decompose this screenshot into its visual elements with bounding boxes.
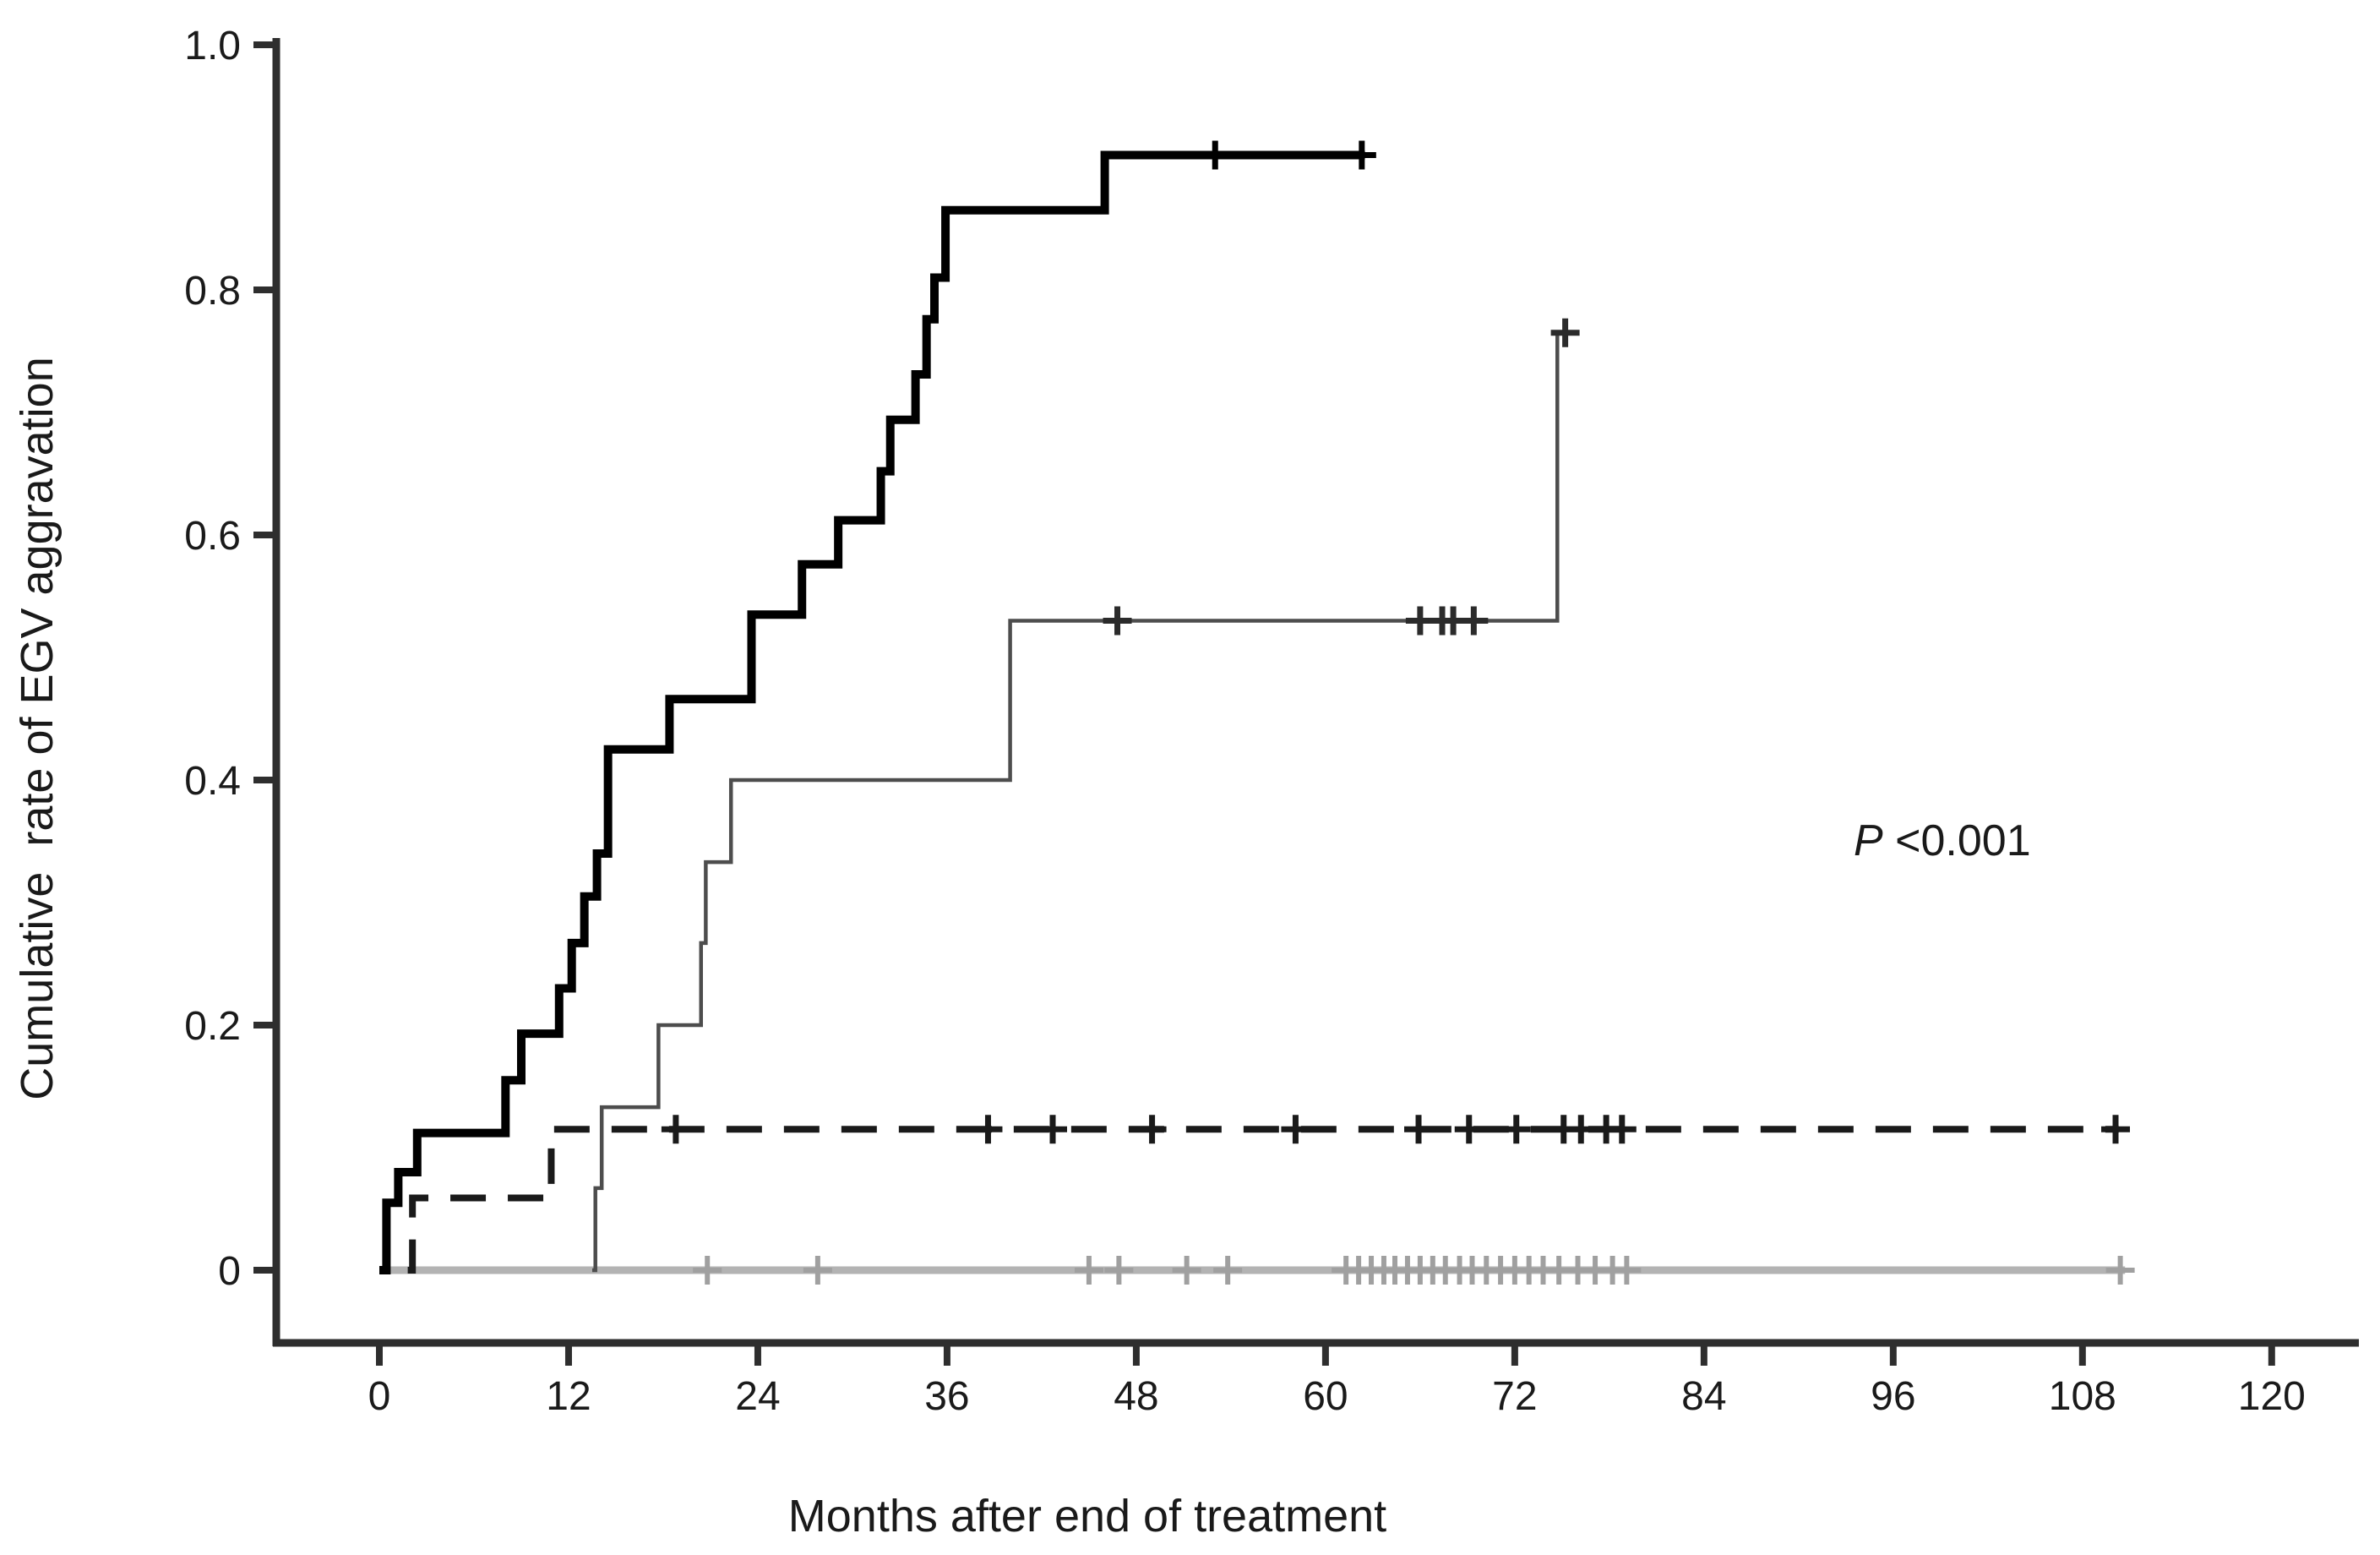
y-tick-label: 0.6	[184, 514, 241, 559]
p-value-annotation: P <0.001	[1854, 816, 2031, 865]
x-tick-label: 12	[546, 1374, 591, 1419]
x-tick-label: 108	[2049, 1374, 2116, 1419]
y-tick-label: 0.2	[184, 1004, 241, 1049]
axes-layer	[253, 38, 2359, 1366]
p-value-text: <0.001	[1883, 816, 2031, 865]
x-tick-label: 60	[1303, 1374, 1348, 1419]
x-tick-label: 72	[1492, 1374, 1537, 1419]
x-tick-label: 36	[924, 1374, 969, 1419]
x-tick-label: 0	[368, 1374, 391, 1419]
series-layer	[379, 140, 2135, 1285]
y-axis-title: Cumulative rate of EGV aggravation	[12, 357, 63, 1099]
y-tick-label: 0.4	[184, 759, 241, 804]
x-tick-label: 48	[1114, 1374, 1158, 1419]
p-value-symbol: P	[1854, 816, 1883, 865]
x-tick-label: 24	[735, 1374, 780, 1419]
x-tick-label: 120	[2238, 1374, 2306, 1419]
curve-group-b-thin	[591, 330, 1573, 1273]
y-tick-label: 1.0	[184, 24, 241, 68]
x-tick-label: 96	[1871, 1374, 1915, 1419]
x-axis-title: Months after end of treatment	[788, 1491, 1386, 1541]
tick-labels-layer: 1.0 0.8 0.6 0.4 0.2 0 0 12 24 36 48 60 72 84 96 108 120	[184, 24, 2306, 1419]
curve-group-c-dashed	[407, 1126, 2119, 1274]
y-tick-label: 0	[218, 1249, 241, 1294]
y-tick-label: 0.8	[184, 269, 241, 314]
x-tick-label: 84	[1681, 1374, 1726, 1419]
curve-group-a-thick	[379, 150, 1365, 1274]
